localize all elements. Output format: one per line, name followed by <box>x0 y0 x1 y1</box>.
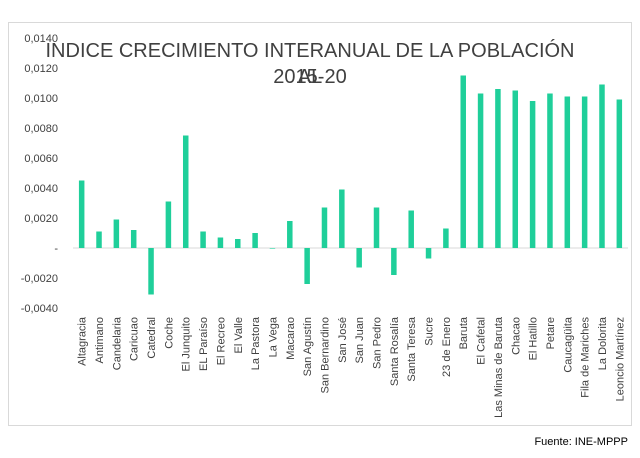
x-category-label: San Pedro <box>372 317 384 369</box>
bar <box>200 231 206 248</box>
bar <box>529 101 536 248</box>
bar <box>356 248 362 268</box>
x-category-label: Santa Teresa <box>406 316 418 382</box>
x-category-label: Candelaria <box>111 316 123 370</box>
x-category-label: Sucre <box>424 317 436 346</box>
y-tick-label: 0,0140 <box>24 33 58 45</box>
x-category-label: El Cafetal <box>476 317 488 365</box>
bar <box>339 189 345 248</box>
y-tick-label: 0,0040 <box>24 183 58 195</box>
chart-frame <box>8 22 632 426</box>
x-category-label: El Junquito <box>181 317 193 371</box>
bar <box>477 93 484 248</box>
bar <box>460 75 466 248</box>
y-tick-label: 0,0060 <box>24 153 58 165</box>
bar <box>217 237 224 248</box>
x-category-label: El Valle <box>233 317 245 353</box>
x-category-label: San Juan <box>354 317 366 363</box>
bar <box>391 248 397 275</box>
x-category-label: Fila de Mariches <box>580 317 592 398</box>
x-category-label: Antimano <box>94 317 106 363</box>
x-category-label: Las Minas de Baruta <box>493 316 505 418</box>
x-category-label: Caucagüita <box>562 316 574 373</box>
x-category-label: Catedral <box>146 317 158 359</box>
bar <box>408 210 414 248</box>
bar <box>581 96 588 248</box>
chart-title-line-2: 2015-20 <box>273 66 347 88</box>
y-tick-label: 0,0080 <box>24 123 58 135</box>
bar <box>78 180 85 248</box>
x-category-label: Baruta <box>458 316 470 349</box>
bar <box>304 248 310 284</box>
x-category-label: Coche <box>163 317 175 349</box>
source-note: Fuente: INE-MPPP <box>534 436 628 448</box>
x-category-label: Petare <box>545 317 557 349</box>
x-category-label: Altagracia <box>77 316 89 366</box>
x-category-label: EL Paraíso <box>198 317 210 371</box>
bar <box>148 248 154 295</box>
bar <box>165 201 172 248</box>
bar <box>287 221 293 248</box>
bar <box>130 230 137 248</box>
x-category-label: San Bernardino <box>319 317 331 393</box>
bar <box>96 231 102 248</box>
x-category-label: El Recreo <box>215 317 227 365</box>
bar <box>443 228 449 248</box>
bar <box>599 84 605 248</box>
x-category-label: 23 de Enero <box>441 317 453 377</box>
bar <box>495 89 501 248</box>
bar <box>373 207 380 248</box>
x-category-label: Santa Rosalía <box>389 316 401 386</box>
chart-title-line-1: INDICE CRECIMIENTO INTERANUAL DE LA POBL… <box>45 40 575 88</box>
y-tick-label: -0,0020 <box>21 273 58 285</box>
x-category-label: Caricuao <box>129 317 141 361</box>
y-tick-label: - <box>54 243 58 255</box>
x-category-label: Leoncio Martínez <box>614 317 626 401</box>
y-tick-label: 0,0100 <box>24 93 58 105</box>
x-category-label: El Hatillo <box>528 317 540 360</box>
bar <box>252 233 258 248</box>
bar <box>235 239 241 248</box>
bar <box>564 96 571 248</box>
x-category-label: La Vega <box>267 316 279 357</box>
bar <box>512 90 519 248</box>
x-category-label: La Pastora <box>250 316 262 370</box>
bar <box>269 248 276 249</box>
bar <box>425 248 432 259</box>
bar <box>547 93 553 248</box>
x-category-label: San Agustín <box>302 317 314 376</box>
x-category-label: Chacao <box>510 317 522 355</box>
y-tick-label: 0,0120 <box>24 63 58 75</box>
bar <box>113 219 120 248</box>
x-category-label: La Dolorita <box>597 316 609 370</box>
bar <box>616 99 623 248</box>
x-category-label: San José <box>337 317 349 363</box>
x-category-label: Macarao <box>285 317 297 360</box>
bar <box>182 135 189 248</box>
bar <box>321 207 328 248</box>
y-tick-label: 0,0020 <box>24 213 58 225</box>
y-tick-label: -0,0040 <box>21 303 58 315</box>
